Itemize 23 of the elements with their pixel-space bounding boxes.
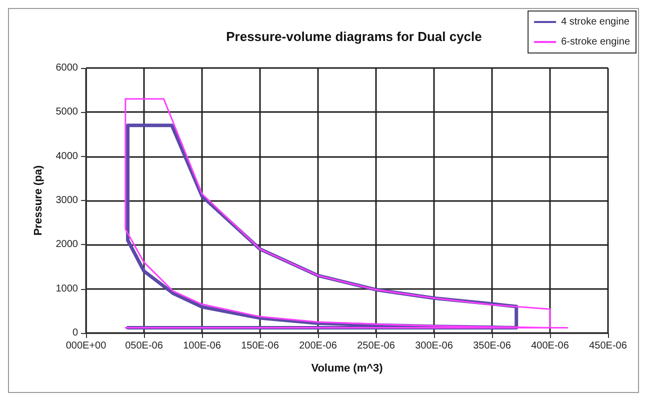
x-tick-label: 200E-06 <box>299 340 338 352</box>
x-tick-label: 250E-06 <box>357 340 396 352</box>
y-tick-label: 0 <box>72 328 78 338</box>
y-tick-label: 6000 <box>56 62 78 74</box>
x-tick-label: 150E-06 <box>241 340 280 352</box>
y-tick-label: 3000 <box>56 195 78 206</box>
x-tick-label: 400E-06 <box>531 340 570 352</box>
y-tick-label: 2000 <box>56 239 78 250</box>
y-tick-label: 1000 <box>56 283 78 294</box>
x-tick-label: 450E-06 <box>589 340 628 352</box>
y-tick-label: 5000 <box>56 106 78 118</box>
x-tick-label: 050E-06 <box>125 340 164 352</box>
legend-label: 6-stroke engine <box>561 36 630 48</box>
x-tick-label: 300E-06 <box>415 340 454 352</box>
y-tick-label: 4000 <box>56 150 78 162</box>
chart-title: Pressure-volume diagrams for Dual cycle <box>226 29 482 44</box>
legend-label: 4 stroke engine <box>561 16 630 28</box>
x-tick-label: 350E-06 <box>473 340 512 352</box>
x-axis-title: Volume (m^3) <box>311 362 384 374</box>
y-axis-title: Pressure (pa) <box>32 165 44 236</box>
x-tick-label: 000E+00 <box>66 340 107 352</box>
line-series <box>124 98 568 328</box>
x-tick-label: 100E-06 <box>183 340 222 352</box>
